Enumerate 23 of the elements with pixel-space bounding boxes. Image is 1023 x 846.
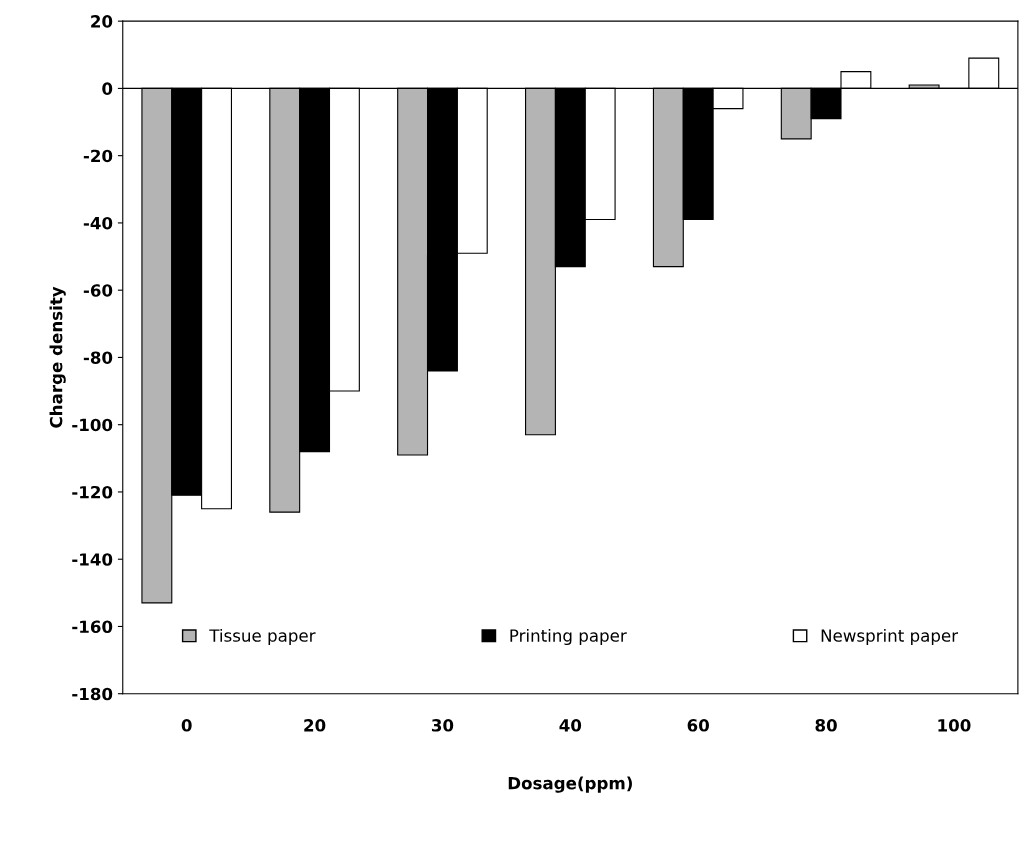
legend-label: Newsprint paper <box>821 628 959 646</box>
legend-label: Printing paper <box>510 628 627 646</box>
y-tick-label: 20 <box>91 15 113 28</box>
y-tick-label: -100 <box>72 418 113 432</box>
y-axis-title: Charge density <box>49 286 66 428</box>
x-axis-title: Dosage(ppm) <box>508 776 632 793</box>
y-tick-label: 0 <box>102 82 113 95</box>
x-tick-label: 30 <box>431 719 454 732</box>
x-tick-label: 0 <box>181 719 192 732</box>
x-tick-label: 20 <box>304 719 326 732</box>
y-tick-label: -80 <box>83 351 113 364</box>
x-tick-label: 40 <box>559 719 582 732</box>
x-tick-label: 100 <box>938 719 971 732</box>
y-tick-label: -40 <box>83 216 113 230</box>
y-tick-label: -180 <box>72 687 113 701</box>
y-tick-label: -120 <box>72 485 113 499</box>
x-tick-label: 80 <box>815 719 837 732</box>
y-tick-label: -60 <box>83 284 113 297</box>
y-tick-label: -140 <box>72 553 113 566</box>
x-tick-label: 60 <box>687 719 709 732</box>
y-tick-label: -160 <box>72 620 113 634</box>
y-tick-label: -20 <box>83 149 113 163</box>
legend-label: Tissue paper <box>209 628 316 646</box>
